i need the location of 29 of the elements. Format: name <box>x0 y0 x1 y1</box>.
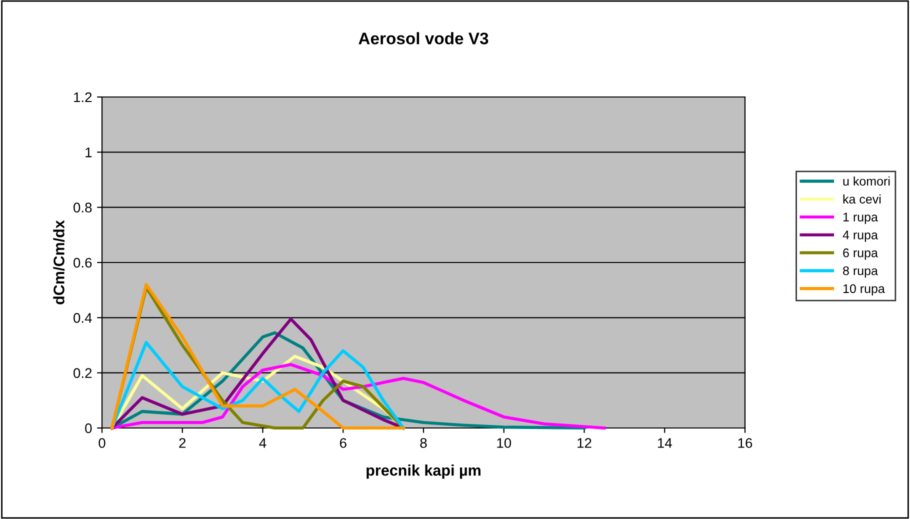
legend-label: 6 rupa <box>843 248 878 260</box>
x-tick-label: 0 <box>98 438 106 448</box>
y-tick-label: 1 <box>86 148 92 158</box>
x-tick-label: 2 <box>179 438 186 448</box>
legend-label: 4 rupa <box>842 230 878 242</box>
x-tick-label: 10 <box>497 438 512 448</box>
x-tick-label: 16 <box>738 438 752 448</box>
line-series <box>110 318 405 430</box>
legend-label: 1 rupa <box>843 212 878 224</box>
legend-label: u komori <box>843 176 890 186</box>
legend-label: 10 rupa <box>843 284 885 296</box>
y-axis-title: dCm/Cm/dx <box>53 220 65 304</box>
legend-label: 8 rupa <box>843 266 878 278</box>
x-tick-label: 14 <box>658 438 672 448</box>
y-tick-label: 1.2 <box>74 92 92 102</box>
y-tick-label: 0.2 <box>74 368 92 378</box>
x-tick-label: 12 <box>578 438 592 448</box>
x-axis-title: precnik kapi µm <box>366 464 480 479</box>
x-tick-label: 8 <box>420 438 427 448</box>
line-series <box>110 363 606 430</box>
y-tick-label: 0.4 <box>74 313 92 323</box>
y-tick-label: 0.6 <box>74 258 92 268</box>
chart-title: Aerosol vode V3 <box>358 32 488 44</box>
y-tick-label: 0.8 <box>74 202 92 213</box>
line-series <box>110 340 405 430</box>
x-tick-label: 6 <box>340 438 346 448</box>
x-tick-label: 4 <box>259 438 266 448</box>
legend-label: ka cevi <box>843 194 881 204</box>
y-tick-label: 0 <box>85 423 92 434</box>
